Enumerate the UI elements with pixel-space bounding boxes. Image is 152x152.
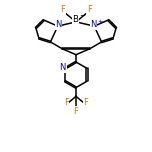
Text: −: − [79,13,85,19]
Text: +: + [98,19,103,24]
Text: F: F [87,5,92,14]
Text: N: N [60,63,66,72]
Text: N: N [90,20,97,29]
Text: N: N [55,20,62,29]
Text: F: F [60,5,65,14]
Text: F: F [74,107,78,116]
Text: F: F [64,98,69,107]
Text: F: F [83,98,88,107]
Text: B: B [72,15,78,24]
